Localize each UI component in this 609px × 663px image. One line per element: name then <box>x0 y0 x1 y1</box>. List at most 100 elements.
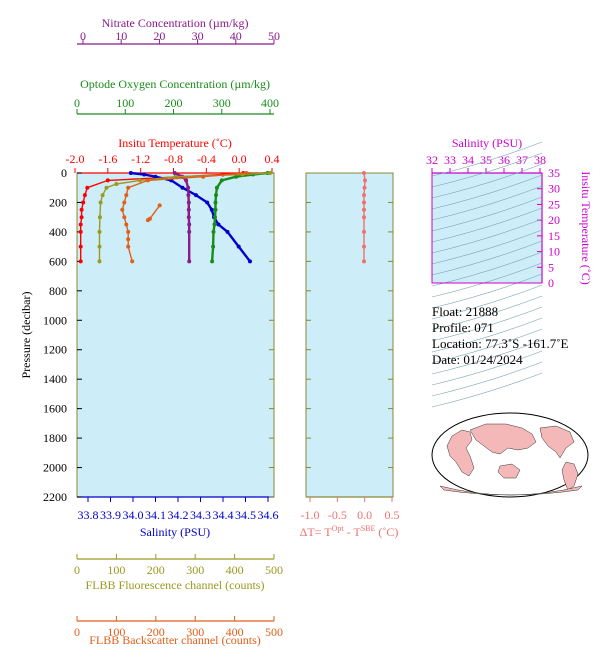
ts-temperature-tick-label: 30 <box>548 182 560 196</box>
ts-density-contour <box>431 229 543 265</box>
salinity-tick-label: 33.9 <box>100 508 121 522</box>
fluorescence-data-point <box>138 178 142 183</box>
ts-density-contour <box>431 339 543 375</box>
ts-density-contour <box>431 174 543 210</box>
salinity-tick-label: 34.0 <box>123 508 144 522</box>
temperature-axis-title: Insitu Temperature (˚C) <box>118 136 232 150</box>
antarctica-landmass <box>439 485 583 496</box>
pressure-tick-label: 1600 <box>43 402 67 416</box>
nitrate-tick-label: 0 <box>80 29 86 43</box>
pressure-tick-label: 1200 <box>43 343 67 357</box>
temperature-tick-label: -0.8 <box>164 152 183 166</box>
dt-data-point <box>362 171 366 175</box>
fluorescence-data-point <box>114 182 119 186</box>
pressure-tick-label: 800 <box>49 284 67 298</box>
oxygen-tick-label: 200 <box>165 96 183 110</box>
nitrate-data-point <box>184 178 189 183</box>
ts-density-contour <box>431 196 543 232</box>
australia-landmass <box>497 463 521 479</box>
backscatter-data-point <box>120 207 125 212</box>
ts-density-contour <box>431 207 543 243</box>
salinity-data-point <box>236 244 241 249</box>
temperature-data-point <box>85 185 90 190</box>
salinity-data-point <box>225 229 230 234</box>
salinity-data-point <box>209 207 214 212</box>
temperature-tick-label: 0.4 <box>265 152 280 166</box>
dt-data-point <box>362 200 366 205</box>
oxygen-tick-label: 0 <box>74 96 80 110</box>
world-map <box>431 412 589 498</box>
nitrate-axis-ticks: 0 10 20 30 40 50 <box>80 29 280 44</box>
salinity-data-point <box>194 193 198 198</box>
ts-density-contour <box>431 372 543 408</box>
pressure-tick-label: 600 <box>49 254 67 268</box>
pressure-tick-label: 1000 <box>43 313 67 327</box>
north-america-landmass <box>539 425 575 459</box>
backscatter-axis-ticks: 0 100 200 300 400 500 <box>74 616 283 639</box>
temperature-tick-label: -0.4 <box>197 152 216 166</box>
oxygen-tick-label: 100 <box>116 96 134 110</box>
pressure-tick-label: 200 <box>49 195 67 209</box>
oxygen-data-point <box>234 174 239 179</box>
backscatter-tick-label: 300 <box>186 625 204 639</box>
fluorescence-tick-label: 400 <box>226 563 244 577</box>
fluorescence-data-point <box>97 244 102 249</box>
salinity-data-point <box>128 171 133 175</box>
delta-t-panel <box>305 172 394 498</box>
backscatter-tick-label: 200 <box>147 625 165 639</box>
ts-density-contour <box>431 218 543 254</box>
backscatter-data-point <box>126 229 131 234</box>
oxygen-data-point <box>213 200 218 205</box>
dt-tick-label: -1.0 <box>301 508 320 522</box>
ts-temperature-axis-title: Insitu Temperature (˚C) <box>579 171 593 285</box>
salinity-data-point <box>216 222 221 227</box>
oxygen-tick-label: 300 <box>213 96 231 110</box>
backscatter-data-point <box>122 200 127 205</box>
oxygen-data-point <box>213 215 217 220</box>
fluorescence-data-point <box>97 215 102 220</box>
ts-salinity-axis-title: Salinity (PSU) <box>452 136 522 150</box>
oxygen-data-point <box>211 229 216 234</box>
dt-tick-label: 0.0 <box>357 508 372 522</box>
ts-salinity-axis-ticks: 32 33 34 35 36 37 38 <box>426 153 546 173</box>
pressure-tick-label: 1400 <box>43 372 67 386</box>
ts_salinity-tick-label: 37 <box>516 153 528 167</box>
dt-data-point <box>362 215 366 220</box>
nitrate-tick-label: 10 <box>115 29 127 43</box>
temperature-data-point <box>105 178 110 183</box>
salinity-axis-title: Salinity (PSU) <box>140 525 210 539</box>
info-location: Location: 77.3˚S -161.7˚E <box>432 336 569 351</box>
ts-density-contour <box>431 284 543 320</box>
backscatter-data-point <box>157 203 162 208</box>
oxygen-axis-title: Optode Oxygen Concentration (µm/kg) <box>80 77 270 91</box>
dt-axis-ticks: -1.0 -0.5 0.0 0.5 <box>301 497 400 522</box>
salinity-tick-label: 34.4 <box>213 508 234 522</box>
ts-density-contour <box>431 317 543 353</box>
ts-temperature-tick-label: 35 <box>548 166 560 180</box>
backscatter-tick-label: 500 <box>265 625 283 639</box>
info-date: Date: 01/24/2024 <box>432 352 523 367</box>
south-america-landmass <box>561 461 579 491</box>
fluorescence-data-point <box>100 193 105 198</box>
backscatter-tick-label: 400 <box>226 625 244 639</box>
salinity-tick-label: 34.6 <box>258 508 279 522</box>
ts-temperature-tick-label: 5 <box>548 260 554 274</box>
backscatter-tick-label: 100 <box>107 625 125 639</box>
backscatter-data-point <box>126 244 131 249</box>
dt-data-point <box>362 244 366 249</box>
ts-density-contour <box>431 163 543 199</box>
ts-diagram-panel <box>431 172 543 284</box>
temperature-axis-ticks: -2.0 -1.6 -1.2 -0.8 -0.4 0.0 0.4 <box>66 152 280 173</box>
nitrate-data-point <box>187 259 192 264</box>
nitrate-axis-title: Nitrate Concentration (µm/kg) <box>102 16 249 30</box>
oxygen-data-point <box>213 207 218 212</box>
salinity-data-point <box>248 259 252 264</box>
fluorescence-data-point <box>98 200 103 205</box>
asia-landmass <box>469 423 537 455</box>
backscatter-data-point <box>201 174 206 179</box>
africa-europe-landmass <box>446 429 475 477</box>
ts-temperature-tick-label: 0 <box>548 276 554 290</box>
temperature-data-point <box>79 207 84 212</box>
nitrate-data-point <box>186 193 191 198</box>
